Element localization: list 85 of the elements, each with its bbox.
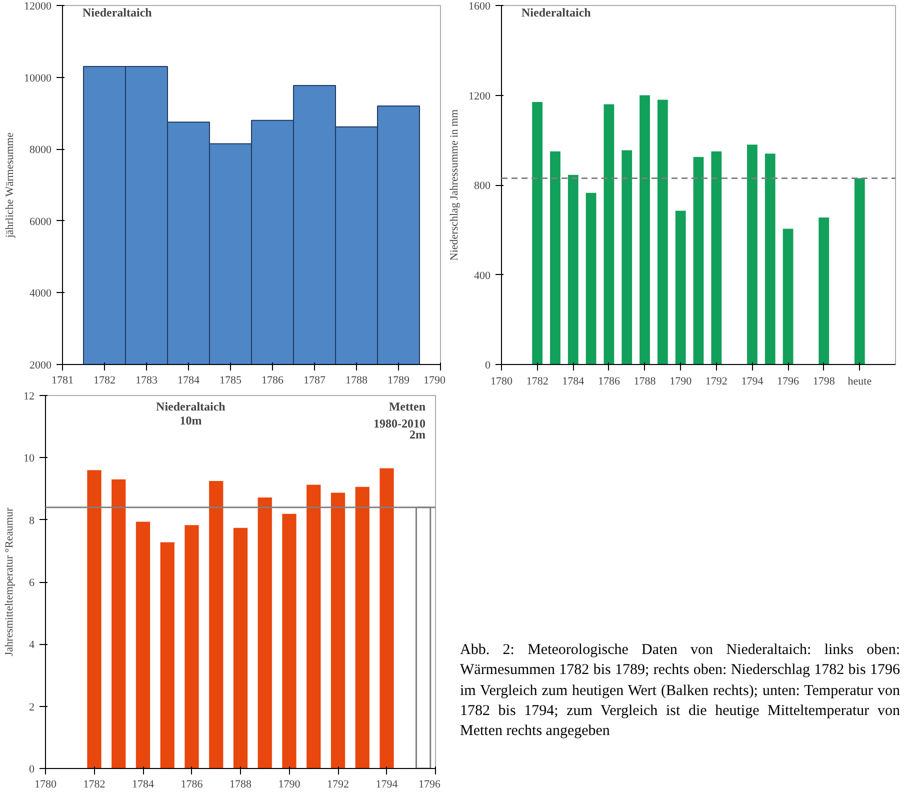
x-tick-label: 1785 [220, 374, 242, 386]
x-tick-label: 1788 [634, 376, 656, 388]
x-tick-label: 1784 [178, 374, 200, 386]
x-tick-label: 1798 [812, 376, 836, 388]
bar [136, 522, 150, 768]
x-tick-label: 1796 [777, 376, 800, 388]
bar [184, 525, 199, 768]
x-tick-label: 1790 [278, 778, 301, 790]
bar [87, 470, 102, 768]
x-tick-label: 1784 [562, 376, 585, 388]
annotation: Niederaltaich [522, 6, 592, 20]
x-tick-label: 1790 [424, 374, 446, 386]
x-tick-label: 1782 [83, 778, 106, 790]
bar [675, 210, 686, 364]
x-tick-label: 1788 [346, 374, 368, 386]
x-tick-label: 1787 [304, 374, 326, 386]
caption: Abb. 2: Meteorologische Daten von Niederaltaich: links oben: Wärmesummen 1782 bis 1789; rechts oben: Niederschlag 1782 bis 1796 im Vergleich zum heutigen Wert (Balken rechts); unten: Temperatur von 1782 bis 1794; zum Vergleich ist die heutige Mitteltemperatur von Metten rechts angegeben [460, 641, 900, 741]
x-tick-label: 1790 [670, 376, 692, 388]
y-axis-title: jährliche Wärmesumme [4, 132, 16, 239]
x-tick-label: 1786 [262, 374, 284, 386]
y-tick-label: 10000 [24, 72, 52, 84]
y-tick-label: 6 [29, 577, 35, 589]
bar [160, 542, 174, 768]
x-tick-label: 1788 [230, 778, 252, 790]
bar [209, 480, 224, 768]
annotation: Niederaltaich 10m [156, 400, 226, 428]
y-tick-label: 10 [24, 452, 35, 465]
x-tick-label: 1794 [741, 376, 764, 388]
y-tick-label: 1600 [468, 0, 491, 12]
bar [854, 178, 865, 364]
bar [782, 228, 794, 364]
bar [568, 174, 578, 364]
x-tick-label: 1786 [598, 376, 620, 388]
y-tick-label: 2 [29, 701, 34, 714]
bar [112, 479, 126, 768]
annotation: Niederaltaich [82, 6, 152, 20]
y-tick-label: 800 [474, 180, 491, 192]
x-tick-label: 1780 [490, 376, 513, 388]
y-tick-label: 0 [485, 360, 491, 372]
y-tick-label: 12000 [24, 0, 52, 12]
bar [622, 150, 632, 364]
bar [747, 144, 758, 364]
x-tick-label: 1781 [52, 374, 74, 386]
x-tick-label: 1782 [94, 374, 116, 386]
bar [306, 484, 321, 768]
x-tick-label: 1783 [136, 374, 158, 386]
y-tick-label: 4 [29, 639, 35, 652]
y-tick-label: 8000 [30, 144, 52, 156]
bar [380, 468, 394, 768]
x-tick-label: 1796 [418, 778, 441, 790]
bar [764, 154, 776, 364]
x-tick-label: heute [848, 376, 872, 388]
y-tick-label: 12 [24, 390, 34, 402]
bar [233, 528, 248, 768]
x-tick-label: 1794 [376, 778, 398, 790]
y-axis-title: Niederschlag Jahressumme in mm [448, 108, 460, 261]
x-tick-label: 1792 [327, 778, 349, 790]
x-tick-label: 1789 [388, 374, 410, 386]
bar [282, 514, 296, 768]
y-tick-label: 2000 [30, 360, 52, 372]
x-tick-label: 1782 [526, 376, 548, 388]
bar [711, 151, 722, 364]
bar [258, 497, 272, 768]
bar [818, 218, 830, 364]
y-tick-label: 8 [29, 514, 35, 527]
bar [330, 492, 346, 768]
y-tick-label: 400 [474, 270, 491, 282]
bar [550, 151, 560, 364]
bar [604, 104, 614, 364]
x-tick-label: 1784 [132, 778, 154, 790]
bar [657, 100, 668, 364]
y-axis-title: Jahresmitteltemperatur °Reaumur [4, 508, 16, 656]
bar [640, 95, 650, 364]
bar [532, 102, 543, 364]
y-tick-label: 1200 [468, 90, 491, 102]
bar [586, 192, 596, 364]
y-tick-label: 4000 [30, 288, 52, 300]
bar [693, 156, 704, 364]
bar [355, 486, 370, 768]
annotation: Metten 1980-2010 2m [374, 400, 426, 442]
x-tick-label: 1786 [180, 778, 204, 790]
y-tick-label: 0 [29, 764, 35, 776]
x-tick-label: 1792 [705, 376, 728, 388]
x-tick-label: 1780 [34, 778, 57, 790]
y-tick-label: 6000 [30, 216, 52, 228]
